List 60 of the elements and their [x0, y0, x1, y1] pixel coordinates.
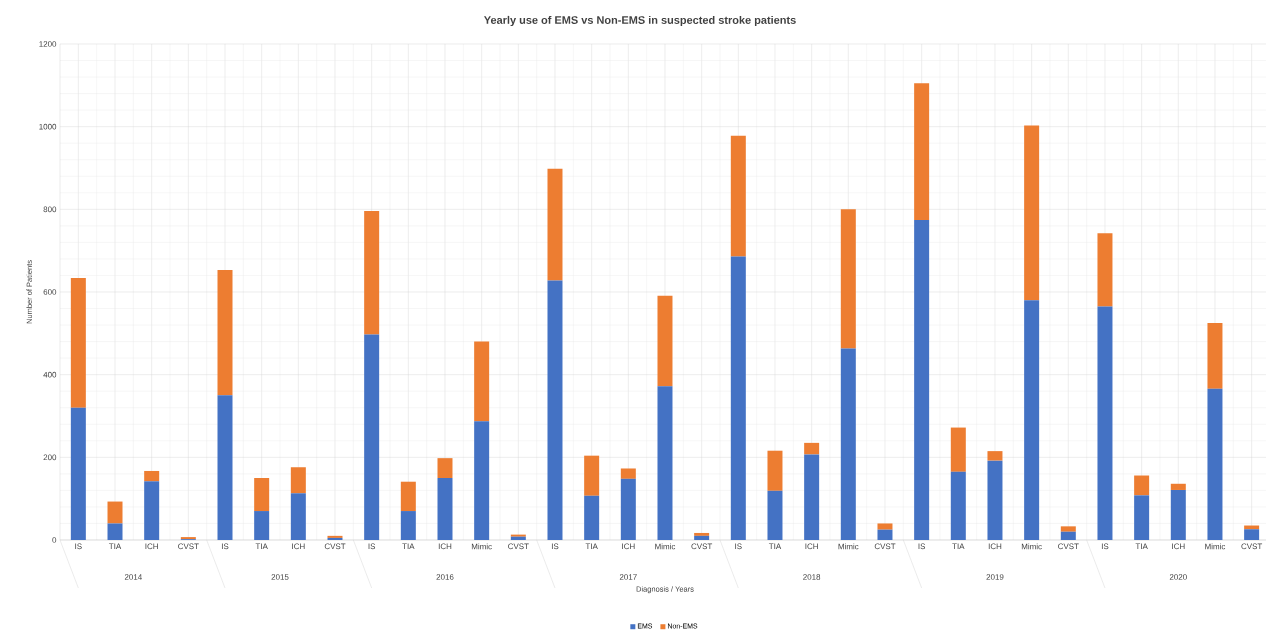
bar — [1024, 300, 1040, 540]
bar — [437, 477, 453, 540]
chart-title: Yearly use of EMS vs Non-EMS in suspected stroke patients — [483, 15, 796, 27]
bar — [1097, 233, 1113, 307]
bar — [914, 220, 930, 540]
bar — [144, 470, 160, 482]
bar — [767, 450, 783, 491]
bar — [70, 407, 86, 540]
bar — [1097, 306, 1113, 540]
bar — [584, 455, 600, 496]
bar — [1244, 529, 1260, 540]
bar — [877, 529, 893, 540]
bar — [400, 481, 416, 512]
bar — [1134, 495, 1150, 540]
bar — [1060, 526, 1076, 532]
bar — [767, 490, 783, 540]
bar — [107, 523, 123, 540]
bar — [1170, 483, 1186, 490]
bar — [547, 168, 563, 281]
bar — [840, 348, 856, 540]
bar — [694, 532, 710, 536]
bar — [1207, 388, 1223, 540]
bar — [987, 460, 1003, 540]
bar — [437, 458, 453, 478]
bar — [144, 481, 160, 540]
bar — [107, 501, 123, 524]
bar — [987, 451, 1003, 461]
bar — [1134, 475, 1150, 496]
bar — [840, 209, 856, 349]
bar — [290, 467, 306, 494]
bar — [730, 256, 746, 540]
bar — [364, 334, 380, 540]
bar — [804, 442, 820, 455]
bar — [474, 341, 490, 422]
bar — [290, 493, 306, 540]
bar — [1207, 322, 1223, 389]
bar — [877, 523, 893, 530]
bar — [1024, 125, 1040, 301]
bar — [474, 421, 490, 540]
bar — [70, 277, 86, 408]
bar — [914, 83, 930, 221]
bar — [217, 270, 233, 396]
bar — [657, 295, 673, 387]
bar — [950, 427, 966, 472]
bar — [584, 495, 600, 540]
bar — [1060, 531, 1076, 540]
bar — [1170, 489, 1186, 540]
bar — [364, 210, 380, 335]
bar — [254, 477, 270, 512]
bar — [620, 478, 636, 540]
bar — [950, 471, 966, 540]
bar — [694, 535, 710, 540]
bar — [547, 280, 563, 540]
bar — [620, 468, 636, 479]
bar — [804, 454, 820, 540]
bar — [400, 511, 416, 540]
bar — [254, 511, 270, 540]
bar — [217, 395, 233, 540]
bar — [730, 135, 746, 257]
bar — [657, 386, 673, 540]
